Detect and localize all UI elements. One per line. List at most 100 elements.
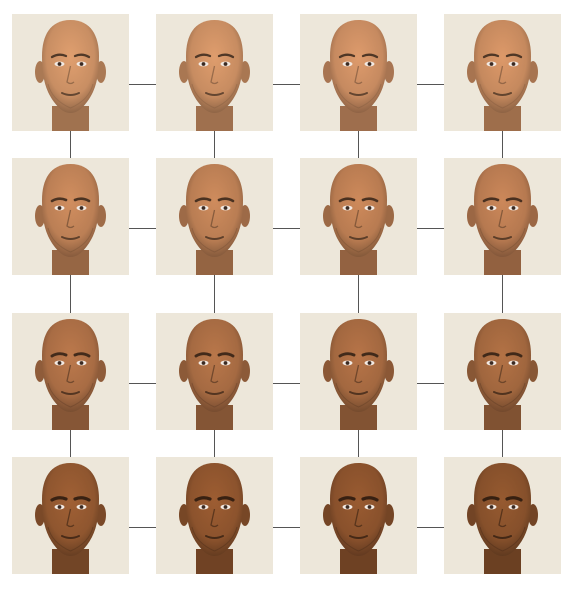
face-features: [467, 319, 538, 430]
face-tile-r4-c2: [156, 457, 273, 574]
right-pupil: [223, 361, 228, 365]
left-pupil: [489, 62, 494, 66]
left-eyebrow: [50, 53, 68, 59]
jaw-shading: [335, 227, 382, 253]
nose: [498, 364, 507, 384]
right-pupil: [511, 505, 516, 509]
left-eyebrow: [482, 53, 500, 59]
left-pupil: [201, 62, 206, 66]
jaw-shading: [47, 382, 94, 408]
left-eyebrow: [194, 197, 212, 203]
connector-horizontal: [129, 84, 156, 85]
nose: [498, 508, 507, 528]
right-pupil: [223, 62, 228, 66]
right-pupil: [367, 62, 372, 66]
connector-horizontal: [417, 527, 444, 528]
connector-horizontal: [273, 383, 300, 384]
left-pupil: [489, 505, 494, 509]
right-eyebrow: [361, 53, 379, 59]
face-portrait: [179, 20, 250, 131]
face-tile-r2-c1: [12, 158, 129, 275]
jaw-shading: [335, 382, 382, 408]
connector-vertical: [502, 131, 503, 158]
connector-horizontal: [273, 84, 300, 85]
connector-horizontal: [273, 228, 300, 229]
face-portrait: [323, 319, 394, 430]
mouth: [61, 236, 80, 240]
right-eyebrow: [505, 496, 523, 502]
right-pupil: [367, 505, 372, 509]
left-pupil: [57, 505, 62, 509]
face-portrait: [323, 20, 394, 131]
face-tile-r3-c4: [444, 313, 561, 430]
nose: [498, 209, 507, 229]
mouth: [349, 535, 368, 539]
connector-vertical: [70, 131, 71, 158]
nose: [354, 65, 363, 85]
right-eyebrow: [217, 496, 235, 502]
right-pupil: [511, 361, 516, 365]
left-pupil: [57, 62, 62, 66]
right-eyebrow: [505, 197, 523, 203]
left-eyebrow: [338, 53, 356, 59]
face-tile-r3-c2: [156, 313, 273, 430]
mouth: [349, 236, 368, 240]
jaw-shading: [191, 227, 238, 253]
right-eyebrow: [217, 352, 235, 358]
right-eyebrow: [73, 352, 91, 358]
left-eyebrow: [194, 53, 212, 59]
jaw-shading: [191, 526, 238, 552]
neck: [484, 405, 521, 430]
nose: [354, 364, 363, 384]
face-features: [179, 463, 250, 574]
connector-vertical: [214, 131, 215, 158]
mouth: [205, 535, 224, 539]
face-portrait: [179, 164, 250, 275]
mouth: [493, 92, 512, 96]
right-eyebrow: [73, 197, 91, 203]
nose: [66, 364, 75, 384]
face-portrait: [35, 20, 106, 131]
right-pupil: [223, 505, 228, 509]
left-eyebrow: [338, 197, 356, 203]
neck: [52, 250, 89, 275]
jaw-shading: [47, 83, 94, 109]
connector-vertical: [70, 430, 71, 457]
nose: [210, 209, 219, 229]
face-tile-r2-c2: [156, 158, 273, 275]
right-pupil: [511, 62, 516, 66]
connector-vertical: [70, 275, 71, 313]
mouth: [205, 236, 224, 240]
mouth: [61, 535, 80, 539]
right-eyebrow: [73, 496, 91, 502]
face-tile-r1-c3: [300, 14, 417, 131]
mouth: [349, 391, 368, 395]
face-portrait: [35, 319, 106, 430]
left-eyebrow: [482, 352, 500, 358]
face-features: [35, 319, 106, 430]
connector-horizontal: [129, 228, 156, 229]
left-pupil: [345, 505, 350, 509]
jaw-shading: [479, 83, 526, 109]
right-eyebrow: [361, 496, 379, 502]
right-pupil: [367, 361, 372, 365]
jaw-shading: [479, 382, 526, 408]
right-pupil: [367, 206, 372, 210]
right-pupil: [79, 62, 84, 66]
face-features: [323, 319, 394, 430]
connector-horizontal: [417, 383, 444, 384]
connector-vertical: [502, 275, 503, 313]
nose: [498, 65, 507, 85]
face-features: [35, 20, 106, 131]
left-pupil: [489, 206, 494, 210]
nose: [210, 65, 219, 85]
nose: [210, 364, 219, 384]
mouth: [349, 92, 368, 96]
left-eyebrow: [482, 197, 500, 203]
jaw-shading: [335, 526, 382, 552]
nose: [210, 508, 219, 528]
left-eyebrow: [338, 496, 356, 502]
face-tile-r2-c4: [444, 158, 561, 275]
neck: [52, 549, 89, 574]
